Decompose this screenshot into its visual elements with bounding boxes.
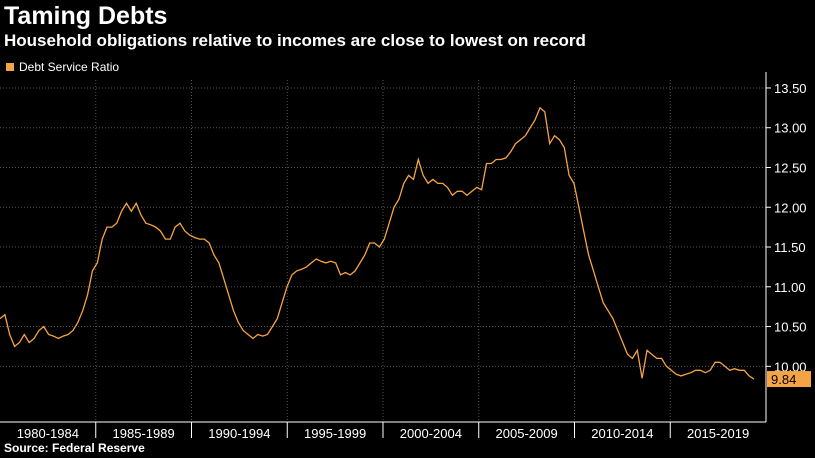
x-tick-label: 1985-1989: [113, 426, 175, 441]
legend-swatch: [6, 63, 14, 71]
y-tick-label: 12.50: [774, 160, 807, 175]
y-tick-label: 10.00: [774, 359, 807, 374]
x-tick-label: 2015-2019: [687, 426, 749, 441]
y-tick-label: 10.50: [774, 320, 807, 335]
y-tick-label: 13.50: [774, 81, 807, 96]
y-tick-label: 13.00: [774, 121, 807, 136]
source-note: Source: Federal Reserve: [4, 441, 145, 455]
last-value-label: 9.84: [771, 372, 796, 387]
y-tick-label: 12.00: [774, 200, 807, 215]
series-line-debt-service-ratio: [0, 106, 755, 380]
x-tick-label: 1980-1984: [17, 426, 79, 441]
x-tick-label: 2010-2014: [591, 426, 653, 441]
x-tick-label: 2000-2004: [400, 426, 462, 441]
legend-label: Debt Service Ratio: [19, 60, 120, 74]
chart-title: Taming Debts: [4, 2, 168, 30]
last-value-badge: [767, 371, 811, 388]
chart-subtitle: Household obligations relative to income…: [4, 31, 586, 50]
x-tick-label: 2005-2009: [496, 426, 558, 441]
y-tick-label: 11.50: [774, 240, 806, 255]
x-tick-label: 1995-1999: [304, 426, 366, 441]
legend: Debt Service Ratio: [6, 60, 119, 74]
y-tick-label: 11.00: [774, 280, 806, 295]
x-tick-label: 1990-1994: [208, 426, 270, 441]
